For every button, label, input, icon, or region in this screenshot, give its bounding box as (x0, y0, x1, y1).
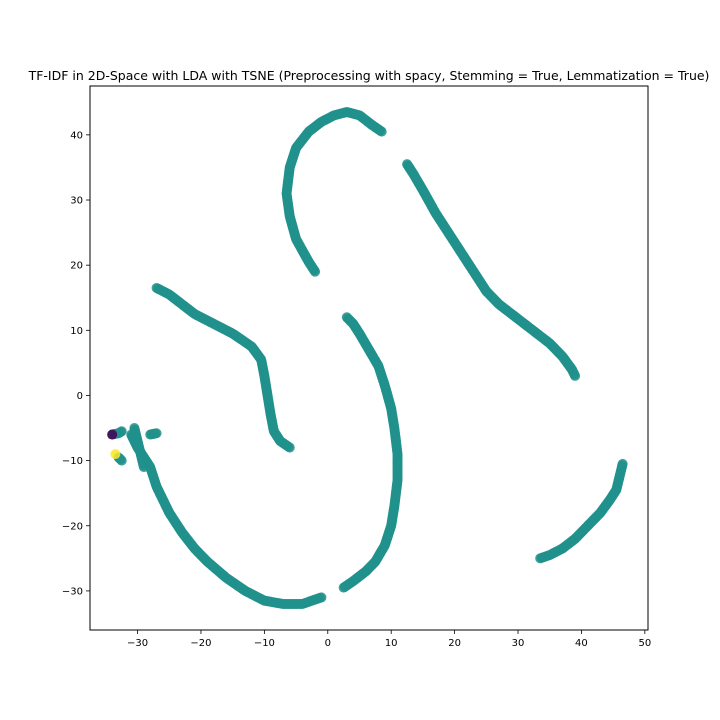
x-tick-label: −20 (190, 638, 211, 649)
x-tick-label: 10 (385, 638, 398, 649)
y-tick-label: 30 (70, 196, 83, 207)
special-point-yellow (110, 449, 121, 460)
small-cluster-b-point (116, 455, 127, 466)
special-point-purple (107, 429, 118, 440)
lower-right-arc-point (617, 458, 628, 469)
top-arc-point (376, 126, 387, 137)
y-tick-label: 10 (70, 326, 83, 337)
points-layer (107, 107, 628, 609)
y-tick-label: 20 (70, 261, 83, 272)
right-long-arc-point (570, 370, 581, 381)
left-middle-arc-point (284, 442, 295, 453)
small-cluster-a-point (116, 426, 127, 437)
x-tick-label: 50 (638, 638, 651, 649)
small-cluster-c-point (151, 428, 162, 439)
center-s-curve-point (338, 582, 349, 593)
y-tick-label: −10 (62, 456, 83, 467)
x-tick-label: 40 (575, 638, 588, 649)
y-tick-label: 40 (70, 130, 83, 141)
x-tick-label: −30 (127, 638, 148, 649)
axis-ticks: −30 −20 −10 0 10 20 30 40 50 −30 −20 −10 0 10 20 30 40 (62, 130, 651, 649)
big-u-curve-point (316, 592, 327, 603)
plot-area-frame (89, 85, 649, 631)
y-tick-label: −30 (62, 586, 83, 597)
chart-title: TF-IDF in 2D-Space with LDA with TSNE (P… (28, 68, 710, 83)
x-tick-label: 20 (448, 638, 461, 649)
x-tick-label: 30 (512, 638, 525, 649)
x-tick-label: 0 (325, 638, 331, 649)
small-cluster-d-point (138, 462, 149, 473)
y-tick-label: 0 (77, 391, 83, 402)
y-tick-label: −20 (62, 521, 83, 532)
x-tick-label: −10 (254, 638, 275, 649)
